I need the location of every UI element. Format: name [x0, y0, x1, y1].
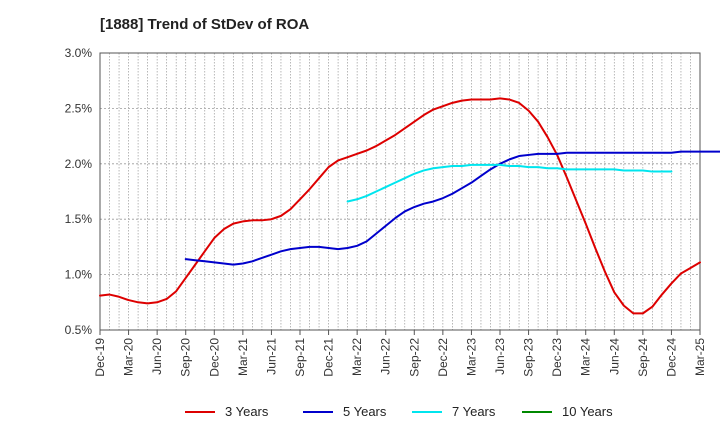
- x-tick-label: Sep-24: [636, 338, 650, 377]
- x-tick-label: Mar-21: [236, 338, 250, 376]
- x-tick-label: Jun-24: [607, 338, 621, 375]
- x-tick-label: Jun-20: [150, 338, 164, 375]
- legend-label: 7 Years: [452, 404, 496, 419]
- legend-label: 5 Years: [343, 404, 387, 419]
- y-tick-label: 2.0%: [65, 157, 93, 171]
- x-tick-label: Mar-25: [693, 338, 707, 376]
- x-tick-label: Dec-20: [207, 338, 221, 377]
- x-tick-label: Sep-20: [179, 338, 193, 377]
- legend-swatch: [303, 410, 333, 413]
- chart-title: [1888] Trend of StDev of ROA: [100, 16, 310, 33]
- x-tick-label: Jun-23: [493, 338, 507, 375]
- legend-swatch: [412, 410, 442, 413]
- chart-legend: 3 Years 5 Years 7 Years 10 Years: [0, 404, 720, 426]
- y-tick-label: 1.0%: [65, 268, 93, 282]
- legend-label: 10 Years: [562, 404, 613, 419]
- x-tick-label: Mar-24: [579, 338, 593, 376]
- x-tick-label: Dec-24: [664, 338, 678, 377]
- y-tick-label: 2.5%: [65, 101, 93, 115]
- legend-item-3-years: 3 Years: [185, 404, 268, 419]
- line-chart: 0.5% 1.0% 1.5% 2.0% 2.5% 3.0% Dec-19 Mar-20 Jun-…: [65, 46, 720, 377]
- series-line-3-years: [99, 97, 701, 315]
- y-tick-label: 0.5%: [65, 323, 93, 337]
- legend-swatch: [522, 410, 552, 413]
- series-line-7-years: [346, 163, 673, 203]
- x-tick-label: Dec-23: [550, 338, 564, 377]
- y-tick-label: 1.5%: [65, 212, 93, 226]
- x-tick-label: Dec-19: [93, 338, 107, 377]
- legend-item-5-years: 5 Years: [303, 404, 386, 419]
- x-tick-label: Sep-22: [407, 338, 421, 377]
- y-tick-label: 3.0%: [65, 46, 93, 60]
- x-tick-label: Mar-22: [350, 338, 364, 376]
- legend-swatch: [185, 410, 215, 413]
- legend-label: 3 Years: [225, 404, 269, 419]
- series-line-5-years: [184, 150, 720, 266]
- x-tick-label: Mar-23: [464, 338, 478, 376]
- x-tick-label: Sep-23: [522, 338, 536, 377]
- x-tick-label: Jun-22: [379, 338, 393, 375]
- plot-frame: [99, 52, 701, 331]
- x-tick-label: Sep-21: [293, 338, 307, 377]
- plot-area: [100, 53, 700, 330]
- legend-item-7-years: 7 Years: [412, 404, 495, 419]
- legend-item-10-years: 10 Years: [522, 404, 613, 419]
- x-tick-label: Jun-21: [264, 338, 278, 375]
- x-tick-label: Mar-20: [122, 338, 136, 376]
- x-tick-label: Dec-21: [322, 338, 336, 377]
- x-tick-label: Dec-22: [436, 338, 450, 377]
